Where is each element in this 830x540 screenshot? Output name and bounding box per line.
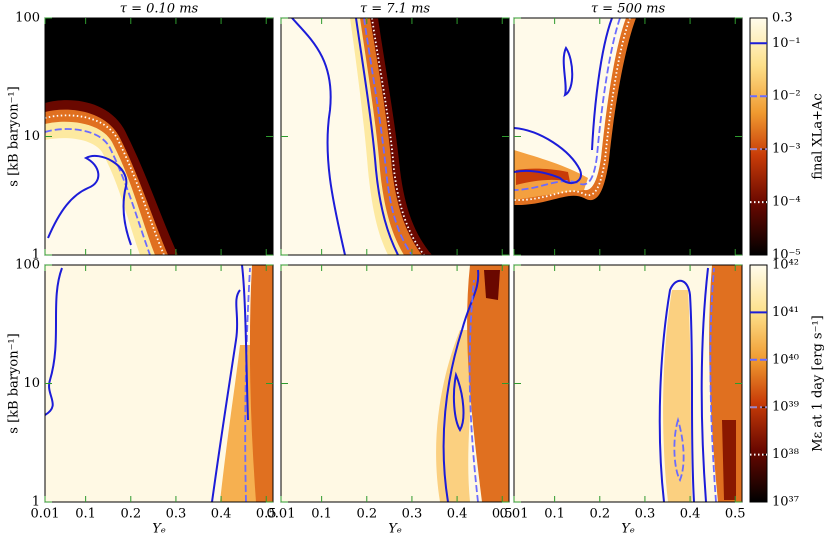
colorbar-tick-label: 10⁴¹ bbox=[772, 305, 799, 320]
x-tick-label: 0.01 bbox=[267, 507, 296, 522]
colorbar-tick-label: 10⁻² bbox=[772, 89, 801, 104]
y-tick-label: 100 bbox=[15, 258, 40, 273]
colorbar-label: final XLa+Ac bbox=[811, 93, 826, 179]
column-title: τ = 500 ms bbox=[591, 2, 666, 17]
x-tick-label: 0.5 bbox=[492, 507, 513, 522]
x-tick-label: 0.1 bbox=[544, 507, 565, 522]
colorbar-label: Mε at 1 day [erg s⁻¹] bbox=[811, 315, 826, 452]
colorbar bbox=[749, 17, 768, 256]
y-tick-label: 1 bbox=[32, 495, 40, 510]
colorbar-tick-label: 10⁻³ bbox=[772, 142, 801, 157]
x-tick-label: 0.2 bbox=[120, 507, 141, 522]
x-tick-label: 0.1 bbox=[75, 507, 96, 522]
x-tick-label: 0.2 bbox=[356, 507, 377, 522]
colorbar-tick-label: 10⁻⁵ bbox=[772, 248, 801, 263]
x-tick-label: 0.01 bbox=[31, 507, 60, 522]
x-axis-label: Yₑ bbox=[621, 522, 635, 537]
x-tick-label: 0.5 bbox=[725, 507, 746, 522]
x-tick-label: 0.3 bbox=[166, 507, 187, 522]
y-axis-label: s [kB baryon⁻¹] bbox=[7, 333, 22, 433]
x-tick-label: 0.1 bbox=[311, 507, 332, 522]
y-tick-label: 1 bbox=[32, 248, 40, 263]
column-title: τ = 7.1 ms bbox=[360, 2, 430, 17]
x-tick-label: 0.01 bbox=[500, 507, 529, 522]
colorbar-tick-label: 10³⁹ bbox=[772, 400, 799, 415]
y-axis-label: s [kB baryon⁻¹] bbox=[7, 86, 22, 186]
y-tick-label: 100 bbox=[15, 11, 40, 26]
colorbar-tick-label: 10⁴⁰ bbox=[772, 352, 799, 367]
x-axis-label: Yₑ bbox=[388, 522, 402, 537]
x-tick-label: 0.3 bbox=[402, 507, 423, 522]
x-tick-label: 0.4 bbox=[680, 507, 701, 522]
colorbar-tick-label: 10³⁸ bbox=[772, 447, 799, 462]
colorbar-tick-label: 10⁻⁴ bbox=[772, 195, 801, 210]
x-tick-label: 0.5 bbox=[256, 507, 277, 522]
y-tick-label: 10 bbox=[23, 129, 40, 144]
column-title: τ = 0.10 ms bbox=[120, 2, 199, 17]
colorbar-tick-label: 0.3 bbox=[772, 11, 793, 26]
colorbar bbox=[749, 264, 768, 503]
colorbar-tick-label: 10⁻¹ bbox=[772, 36, 801, 51]
heatmap-fields bbox=[45, 18, 742, 502]
x-axis-label: Yₑ bbox=[152, 522, 166, 537]
colorbar-tick-label: 10⁴² bbox=[772, 258, 799, 273]
x-tick-label: 0.4 bbox=[211, 507, 232, 522]
x-tick-label: 0.3 bbox=[635, 507, 656, 522]
x-tick-label: 0.4 bbox=[447, 507, 468, 522]
colorbar-tick-label: 10³⁷ bbox=[772, 495, 799, 510]
y-tick-label: 10 bbox=[23, 376, 40, 391]
x-tick-label: 0.2 bbox=[589, 507, 610, 522]
